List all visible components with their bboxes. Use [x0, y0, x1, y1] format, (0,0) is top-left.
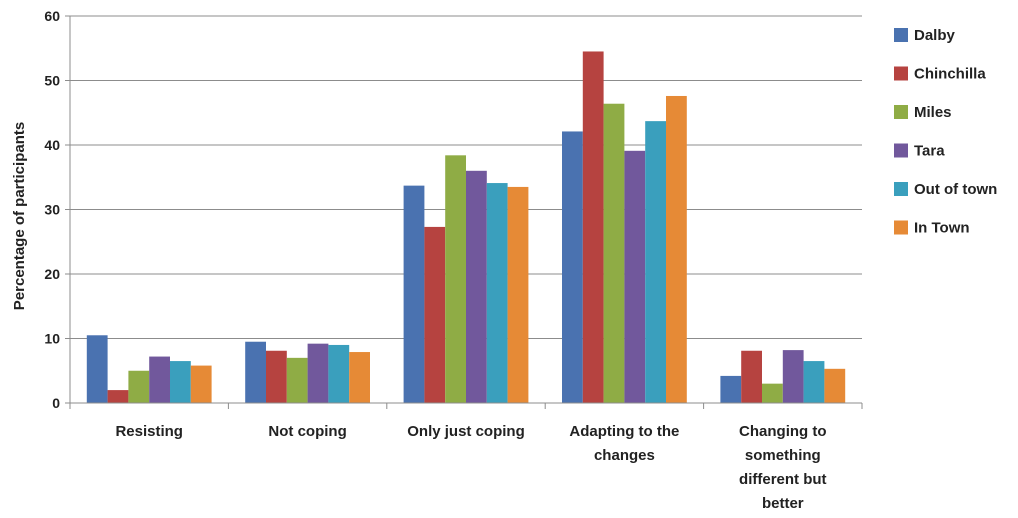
legend-swatch — [894, 143, 908, 158]
x-category-label: Resisting — [115, 423, 183, 440]
legend-label: Dalby — [914, 27, 956, 44]
legend-label: Out of town — [914, 181, 997, 198]
bar-miles — [762, 383, 783, 403]
bar-chinchilla — [741, 350, 762, 403]
legend-swatch — [894, 28, 908, 42]
bar-out-of-town — [170, 361, 191, 403]
legend-label: Chinchilla — [914, 66, 986, 83]
bar-miles — [286, 357, 308, 403]
legend-swatch — [894, 66, 908, 81]
bar-tara — [624, 150, 646, 403]
legend-swatch — [894, 220, 908, 235]
bar-tara — [466, 170, 487, 403]
bar-chinchilla — [266, 350, 287, 403]
bar-tara — [149, 356, 170, 403]
bar-out-of-town — [645, 121, 666, 403]
x-category-label: Only just coping — [407, 423, 525, 440]
bar-in-town — [666, 95, 687, 403]
bars — [86, 51, 846, 403]
legend-label: Tara — [914, 143, 945, 160]
bar-miles — [128, 370, 150, 403]
x-category-label: different but — [739, 471, 827, 488]
bar-dalby — [86, 335, 108, 403]
axes — [69, 16, 863, 409]
legend: Dalby Chinchilla Miles Tara Out of town In To… — [894, 27, 997, 237]
y-tick-label: 10 — [44, 331, 60, 347]
bar-out-of-town — [328, 344, 350, 403]
y-tick-label: 60 — [44, 8, 60, 24]
bar-out-of-town — [486, 183, 508, 403]
bar-miles — [603, 103, 625, 403]
x-category-labels: Resisting Not coping Only just coping Adapt… — [115, 423, 826, 512]
x-category-label: something — [745, 447, 821, 464]
x-category-label: Not coping — [268, 423, 346, 440]
bar-in-town — [507, 186, 529, 403]
bar-miles — [445, 155, 466, 403]
legend-swatch — [894, 105, 908, 119]
bar-tara — [782, 350, 804, 403]
bar-dalby — [403, 185, 425, 403]
bar-in-town — [824, 368, 846, 403]
y-tick-labels: 0 10 20 30 40 50 60 — [44, 8, 60, 411]
y-tick-label: 20 — [44, 266, 60, 282]
x-category-label: Adapting to the — [569, 423, 679, 440]
legend-swatch — [894, 182, 908, 196]
x-category-label: better — [762, 495, 804, 512]
bar-chinchilla — [107, 390, 129, 403]
y-axis-title: Percentage of participants — [11, 122, 28, 310]
y-tick-label: 30 — [44, 202, 60, 218]
y-tick-label: 40 — [44, 137, 60, 153]
bar-tara — [307, 343, 329, 403]
y-tick-label: 50 — [44, 73, 60, 89]
legend-label: Miles — [914, 104, 952, 121]
bar-dalby — [562, 131, 583, 403]
x-category-label: Changing to — [739, 423, 826, 440]
bar-in-town — [190, 365, 212, 403]
x-category-label: changes — [594, 447, 655, 464]
bar-dalby — [720, 375, 742, 403]
bar-chinchilla — [582, 51, 604, 403]
bar-chinchilla — [424, 226, 446, 403]
bar-dalby — [245, 341, 266, 403]
bar-in-town — [349, 352, 370, 403]
legend-label: In Town — [914, 220, 970, 237]
bar-out-of-town — [803, 361, 825, 403]
y-tick-label: 0 — [52, 395, 60, 411]
